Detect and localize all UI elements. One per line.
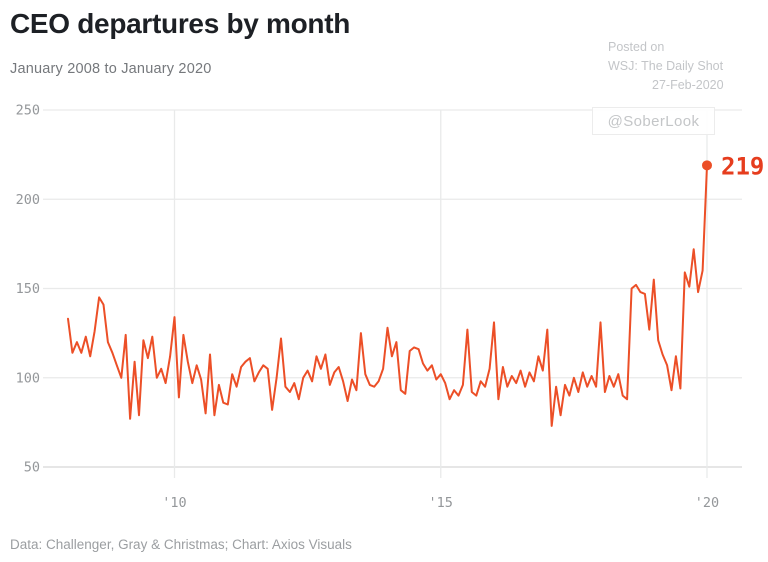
soberlook-handle: @SoberLook	[607, 112, 700, 130]
daily-shot-line: WSJ: The Daily Shot	[608, 59, 724, 73]
y-tick-label: 250	[16, 103, 40, 119]
x-tick-label: '10	[162, 495, 186, 511]
end-point-label: 219	[721, 152, 764, 180]
y-tick-label: 200	[16, 192, 40, 208]
y-tick-label: 150	[16, 281, 40, 297]
posted-on-watermark: Posted on WSJ: The Daily Shot 27-Feb-202…	[608, 38, 724, 95]
posted-on-line: Posted on	[608, 40, 665, 54]
posted-date: 27-Feb-2020	[652, 78, 724, 92]
chart-title: CEO departures by month	[10, 8, 351, 39]
x-tick-label: '15	[429, 495, 453, 511]
x-tick-label: '20	[695, 495, 719, 511]
chart-subtitle: January 2008 to January 2020	[10, 61, 212, 77]
source-credit: Data: Challenger, Gray & Christmas; Char…	[10, 537, 352, 552]
end-point-dot	[702, 160, 712, 171]
y-tick-label: 100	[16, 370, 40, 386]
soberlook-watermark-badge: @SoberLook	[592, 107, 715, 135]
series-line	[67, 164, 708, 427]
y-tick-label: 50	[24, 460, 40, 476]
